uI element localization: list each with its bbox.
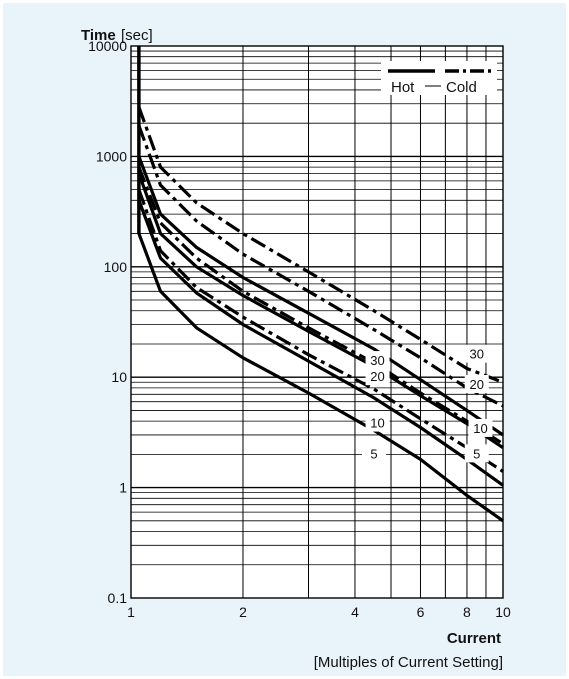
legend-cold-label: Cold (446, 79, 477, 96)
legend-box (381, 61, 497, 95)
hot-curve-label: 20 (370, 369, 384, 384)
x-tick-label: 8 (463, 604, 471, 620)
hot-curve-label: 30 (370, 353, 384, 368)
cold-curve-label-bg (464, 444, 489, 463)
y-axis-title: Time (81, 27, 116, 44)
hot-curve-5 (137, 233, 504, 523)
x-tick-label: 4 (351, 604, 359, 620)
legend: Hot Cold (381, 61, 497, 96)
x-tick-label: 10 (495, 604, 511, 620)
x-tick-label: 6 (417, 604, 425, 620)
plot-border (130, 45, 504, 599)
cold-curve-10 (137, 166, 504, 446)
cold-curve-label-bg (464, 344, 489, 363)
plot-area (131, 46, 503, 598)
x-axis-title: Current (447, 630, 501, 647)
y-axis-unit: [sec] (121, 27, 153, 44)
hot-curve-30 (137, 155, 504, 437)
hot-curve-20 (137, 172, 504, 450)
y-tick-label: 10 (111, 369, 127, 385)
y-tick-label: 100 (104, 259, 128, 275)
cold-curve-label-bg (464, 374, 489, 393)
grid (130, 45, 504, 599)
hot-curve-10 (137, 199, 504, 487)
hot-curve-label-bg (365, 413, 390, 432)
cold-curve-label-bg (468, 418, 493, 437)
y-tick-label: 10000 (88, 38, 127, 54)
hot-curve-label: 5 (370, 446, 377, 461)
cold-curve-label: 10 (473, 421, 487, 436)
hot-curve-label-bg (361, 444, 386, 463)
hot-curve-label-bg (365, 351, 390, 370)
cold-curve-5 (137, 189, 504, 473)
cold-curve-label: 30 (470, 347, 484, 362)
cold-curve-label: 20 (470, 377, 484, 392)
cold-curve-30 (137, 106, 504, 384)
hot-curve-label-bg (365, 367, 390, 386)
cold-curve-20 (137, 125, 504, 408)
y-tick-label: 0.1 (108, 590, 128, 606)
x-tick-label: 2 (239, 604, 247, 620)
x-tick-label: 1 (127, 604, 135, 620)
legend-hot-label: Hot (391, 79, 415, 96)
y-tick-label: 1 (119, 480, 127, 496)
hot-curve-label: 10 (370, 416, 384, 431)
chart-frame: 30 20 10 5 30 20 10 5 1 2 4 6 8 10 0.1 1 10 100 1000 10000… (3, 3, 566, 676)
curves (137, 46, 504, 523)
y-tick-label: 1000 (96, 148, 127, 164)
x-axis-subtitle: [Multiples of Current Setting] (314, 654, 503, 671)
cold-curve-label: 5 (473, 446, 480, 461)
